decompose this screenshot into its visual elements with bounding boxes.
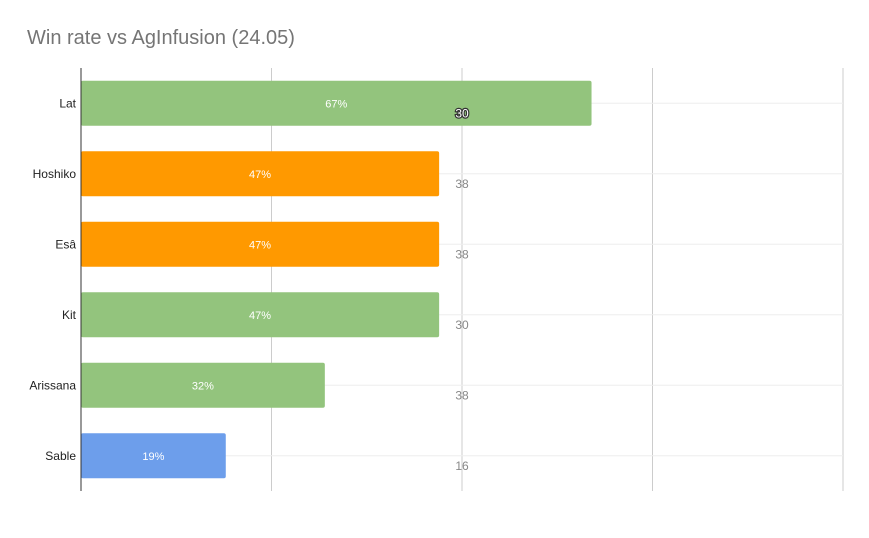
bar	[81, 80, 592, 126]
data-label-win-rate: 47%	[249, 310, 271, 322]
gridlines	[81, 68, 844, 491]
data-label-count: 30	[455, 318, 469, 332]
category-label: Arissana	[29, 378, 76, 392]
bars	[81, 80, 592, 479]
category-label: Esâ	[55, 237, 76, 251]
category-label: Lat	[59, 96, 76, 110]
data-label-count: 30	[455, 106, 469, 120]
bar	[81, 221, 440, 267]
data-label-win-rate: 32%	[192, 380, 214, 392]
category-label: Kit	[62, 308, 77, 322]
data-label-count: 38	[455, 177, 469, 191]
data-label-win-rate: 19%	[142, 451, 164, 463]
data-label-win-rate: 47%	[249, 239, 271, 251]
data-label-count: 38	[455, 247, 469, 261]
bar	[81, 362, 325, 408]
data-label-count: 16	[455, 459, 469, 473]
bar	[81, 292, 440, 338]
category-label: Hoshiko	[33, 167, 77, 181]
category-label: Sable	[45, 449, 76, 463]
bar	[81, 433, 226, 479]
data-label-count: 38	[455, 388, 469, 402]
data-label-win-rate: 67%	[325, 98, 347, 110]
chart-title: Win rate vs AgInfusion (24.05)	[27, 27, 295, 49]
data-label-win-rate: 47%	[249, 169, 271, 181]
labels: Lat 67% 30 Hoshiko 47% 38 Esâ 47% 38 Kit 47% 30 Aris…	[29, 96, 470, 473]
bar	[81, 151, 440, 197]
